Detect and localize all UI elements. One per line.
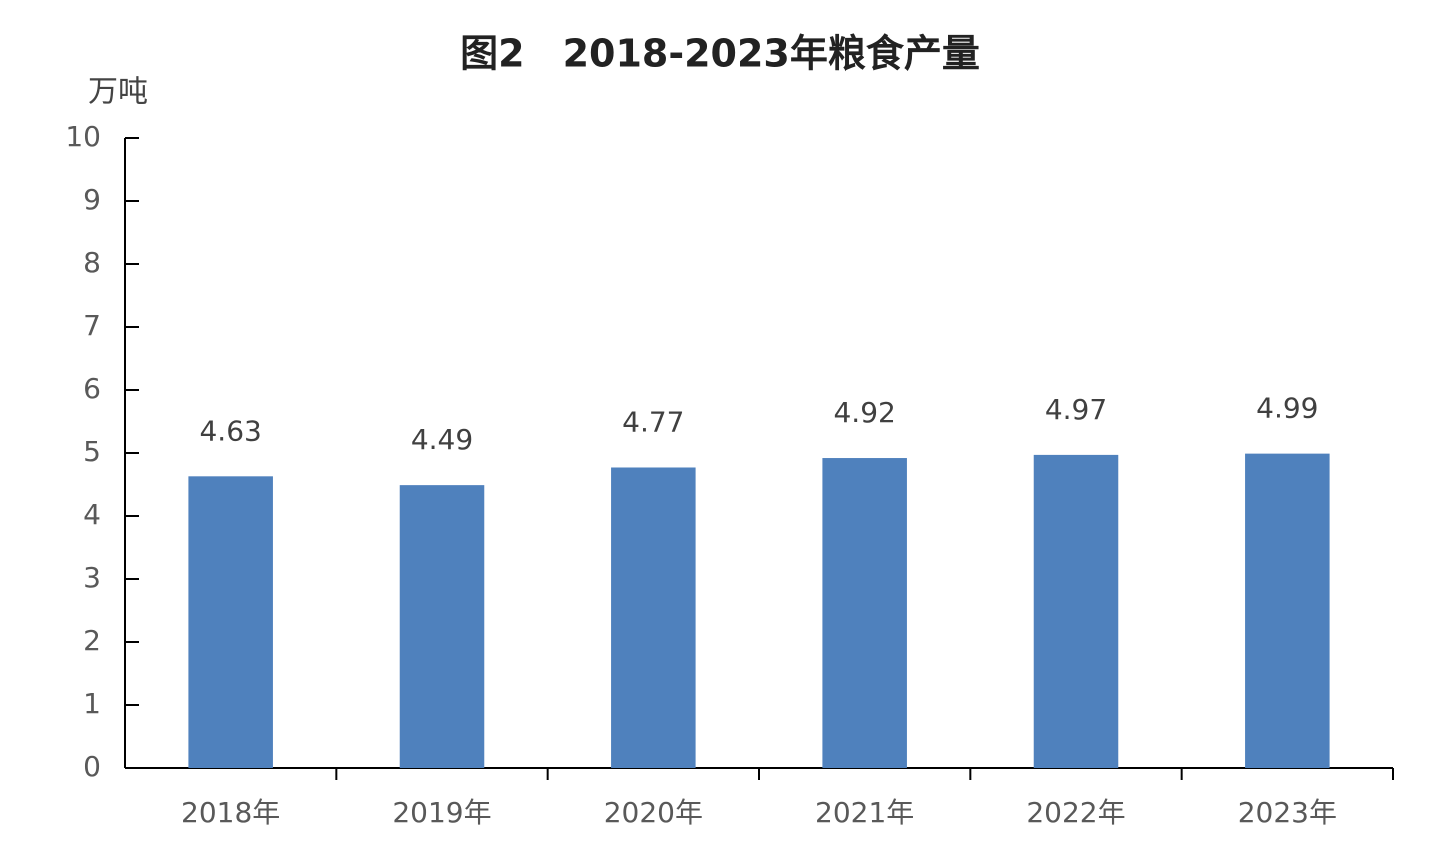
data-label: 4.97 <box>1045 393 1107 426</box>
y-tick-label: 1 <box>83 687 101 720</box>
x-tick-label: 2020年 <box>604 796 703 829</box>
y-tick-label: 2 <box>83 624 101 657</box>
bar <box>611 467 696 768</box>
x-tick-label: 2018年 <box>181 796 280 829</box>
x-tick-label: 2021年 <box>815 796 914 829</box>
bar <box>1033 454 1119 768</box>
chart-title: 图2 2018-2023年粮食产量 <box>460 32 980 76</box>
y-tick-label: 9 <box>83 183 101 216</box>
data-label: 4.77 <box>622 405 684 438</box>
y-tick-label: 3 <box>83 561 101 594</box>
y-tick-label: 7 <box>83 309 101 342</box>
y-tick-label: 4 <box>83 498 101 531</box>
y-tick-label: 5 <box>83 435 101 468</box>
y-tick-label: 6 <box>83 372 101 405</box>
y-axis-label: 万吨 <box>88 75 148 110</box>
y-tick-label: 8 <box>83 246 101 279</box>
bar <box>188 476 273 768</box>
data-label: 4.63 <box>199 414 261 447</box>
x-tick-label: 2019年 <box>392 796 491 829</box>
bar <box>1245 453 1330 768</box>
x-tick-label: 2023年 <box>1238 796 1337 829</box>
x-tick-label: 2022年 <box>1026 796 1125 829</box>
bar <box>822 458 907 768</box>
bar <box>399 485 485 768</box>
y-tick-label: 0 <box>83 750 101 783</box>
data-label: 4.49 <box>411 423 473 456</box>
data-label: 4.99 <box>1256 392 1318 425</box>
y-tick-label: 10 <box>65 120 101 153</box>
data-label: 4.92 <box>833 396 895 429</box>
